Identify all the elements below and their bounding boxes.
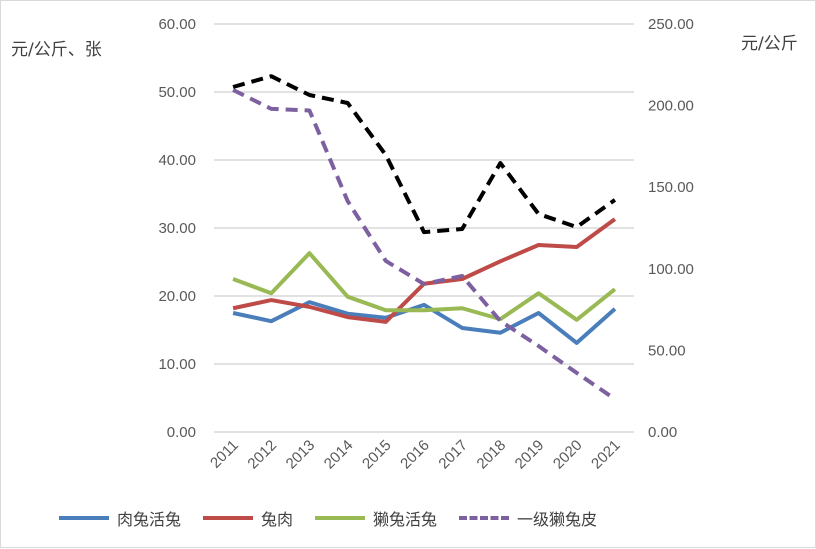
x-tick-label: 2013 <box>283 437 319 473</box>
legend-label: 一级獭兔皮 <box>517 510 598 529</box>
legend: 肉兔活兔 兔肉 獭兔活兔 一级獭兔皮 <box>59 506 597 530</box>
right-tick-label: 50.00 <box>648 342 686 359</box>
right-tick-label: 200.00 <box>648 98 694 115</box>
right-tick-label: 0.00 <box>648 424 677 441</box>
x-tick-label: 2012 <box>244 437 280 473</box>
left-tick-label: 60.00 <box>158 16 196 33</box>
legend-item: 一级獭兔皮 <box>459 506 597 530</box>
series-line <box>232 300 617 345</box>
x-tick-label: 2021 <box>588 437 624 473</box>
left-tick-label: 40.00 <box>158 152 196 169</box>
series-line <box>232 251 617 322</box>
legend-swatch <box>59 516 109 520</box>
legend-item: 肉兔活兔 <box>59 506 181 530</box>
x-tick-label: 2016 <box>397 437 433 473</box>
x-tick-label: 2018 <box>474 437 510 473</box>
left-tick-label: 30.00 <box>158 220 196 237</box>
right-tick-label: 250.00 <box>648 16 694 33</box>
left-tick-label: 0.00 <box>167 424 196 441</box>
legend-item: 兔肉 <box>203 506 293 530</box>
right-tick-label: 150.00 <box>648 179 694 196</box>
right-tick-label: 100.00 <box>648 261 694 278</box>
x-tick-label: 2019 <box>512 437 548 473</box>
legend-swatch <box>459 516 510 520</box>
series-line <box>232 88 617 401</box>
x-tick-label: 2011 <box>207 437 242 472</box>
legend-swatch <box>203 516 254 520</box>
left-tick-label: 20.00 <box>158 288 196 305</box>
legend-label: 兔肉 <box>261 510 294 529</box>
series-line <box>232 74 617 235</box>
legend-item: 獭兔活兔 <box>315 506 437 530</box>
left-tick-label: 10.00 <box>158 356 196 373</box>
legend-swatch <box>315 516 366 520</box>
right-axis-label: 元/公斤 <box>741 34 798 54</box>
legend-label: 獭兔活兔 <box>373 510 438 529</box>
legend-label: 肉兔活兔 <box>117 510 182 529</box>
left-axis-label: 元/公斤、张 <box>11 40 102 60</box>
x-tick-label: 2020 <box>550 437 586 473</box>
x-tick-label: 2017 <box>435 437 471 473</box>
x-tick-label: 2015 <box>359 437 395 473</box>
x-tick-label: 2014 <box>321 437 357 473</box>
left-tick-label: 50.00 <box>158 84 196 101</box>
